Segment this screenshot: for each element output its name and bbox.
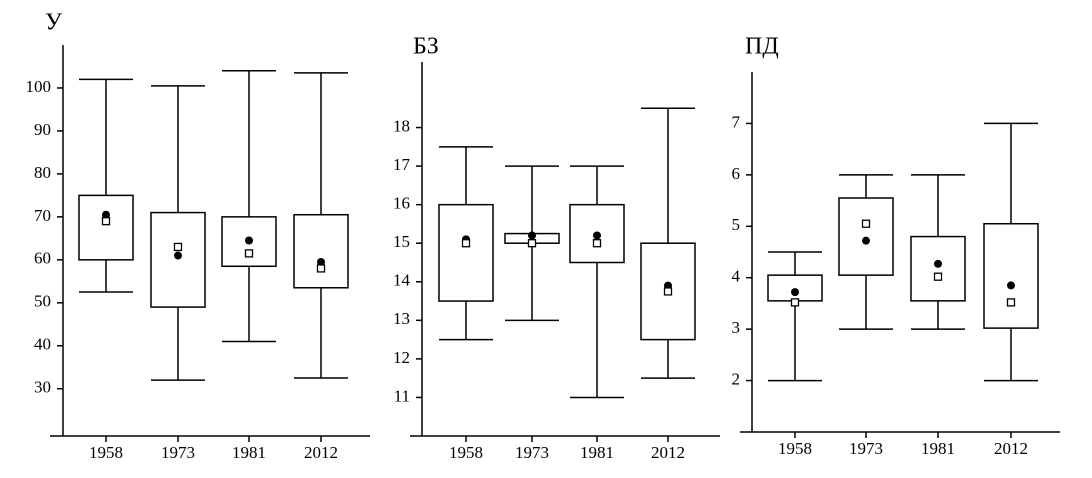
mean-dot bbox=[862, 236, 870, 245]
mean-dot bbox=[174, 251, 182, 260]
median-square bbox=[933, 272, 943, 281]
y-tick-label: 11 bbox=[394, 386, 410, 405]
y-tick-label: 40 bbox=[34, 335, 51, 354]
median-square bbox=[592, 239, 602, 248]
chart-title: ПД bbox=[745, 34, 779, 60]
y-tick-label: 70 bbox=[34, 206, 51, 225]
x-tick-label: 1981 bbox=[580, 443, 614, 462]
box bbox=[640, 242, 696, 341]
x-tick-label: 1958 bbox=[89, 443, 123, 462]
median-square bbox=[527, 239, 537, 248]
box bbox=[569, 203, 625, 264]
y-tick-label: 30 bbox=[34, 378, 51, 397]
y-tick-label: 13 bbox=[393, 309, 410, 328]
mean-dot bbox=[934, 259, 942, 268]
y-tick-label: 4 bbox=[732, 267, 741, 286]
box bbox=[221, 216, 277, 268]
x-tick-label: 1958 bbox=[449, 443, 483, 462]
box bbox=[767, 274, 823, 302]
x-tick-label: 1981 bbox=[921, 439, 955, 458]
box bbox=[78, 194, 134, 261]
median-square bbox=[790, 298, 800, 307]
y-tick-label: 7 bbox=[732, 112, 741, 131]
y-tick-label: 3 bbox=[732, 318, 741, 337]
y-tick-label: 50 bbox=[34, 292, 51, 311]
x-tick-label: 1981 bbox=[232, 443, 266, 462]
x-tick-label: 1973 bbox=[515, 443, 549, 462]
chart-title: БЗ bbox=[413, 34, 439, 60]
box bbox=[150, 211, 206, 308]
box bbox=[438, 203, 494, 302]
median-square bbox=[173, 242, 183, 252]
box bbox=[838, 197, 894, 276]
x-tick-label: 2012 bbox=[304, 443, 338, 462]
y-tick-label: 18 bbox=[393, 116, 410, 135]
mean-dot bbox=[102, 210, 110, 219]
median-square bbox=[316, 264, 326, 273]
y-tick-label: 2 bbox=[732, 369, 741, 388]
x-tick-label: 1958 bbox=[778, 439, 812, 458]
y-tick-label: 60 bbox=[34, 249, 51, 268]
y-tick-label: 80 bbox=[34, 163, 51, 182]
median-square bbox=[861, 219, 871, 228]
y-tick-label: 6 bbox=[732, 164, 741, 183]
median-square bbox=[461, 239, 471, 248]
box bbox=[910, 235, 966, 302]
y-tick-label: 15 bbox=[393, 232, 410, 251]
y-tick-label: 100 bbox=[26, 77, 52, 96]
y-tick-label: 12 bbox=[393, 348, 410, 367]
y-tick-label: 14 bbox=[393, 271, 411, 290]
mean-dot bbox=[791, 288, 799, 297]
x-tick-label: 1973 bbox=[849, 439, 883, 458]
y-tick-label: 90 bbox=[34, 120, 51, 139]
mean-dot bbox=[528, 231, 536, 240]
y-tick-label: 17 bbox=[393, 155, 411, 174]
x-tick-label: 2012 bbox=[651, 443, 685, 462]
y-tick-label: 5 bbox=[732, 215, 741, 234]
x-tick-label: 2012 bbox=[994, 439, 1028, 458]
mean-dot bbox=[1007, 281, 1015, 290]
y-tick-label: 16 bbox=[393, 194, 410, 213]
mean-dot bbox=[245, 236, 253, 245]
mean-dot bbox=[593, 231, 601, 240]
median-square bbox=[101, 217, 111, 226]
box bbox=[293, 213, 349, 289]
x-tick-label: 1973 bbox=[161, 443, 195, 462]
median-square bbox=[1006, 298, 1016, 307]
box bbox=[983, 222, 1039, 329]
mean-dot bbox=[317, 257, 325, 266]
median-square bbox=[244, 249, 254, 258]
chart-title: У bbox=[45, 10, 62, 36]
median-square bbox=[663, 287, 673, 296]
